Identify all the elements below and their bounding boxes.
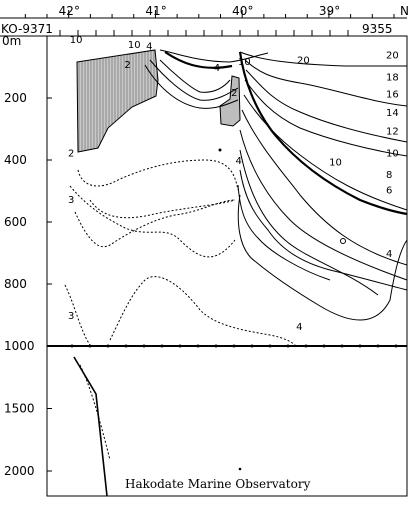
contour-label: 2 (231, 88, 237, 99)
sample-dot (178, 344, 182, 348)
contour-line-dotted (89, 199, 236, 219)
contour-label: 4 (146, 41, 152, 52)
contour-label: 4 (386, 249, 392, 260)
contour-line (149, 59, 239, 101)
sample-dot (286, 344, 290, 348)
contour-label: 16 (386, 89, 399, 100)
sample-dot (214, 344, 218, 348)
contour-label: 4 (214, 63, 220, 74)
sample-dot (142, 344, 146, 348)
contour-line-dotted (74, 199, 236, 248)
sample-dot (106, 344, 110, 348)
contour-line (239, 169, 408, 291)
station-label-right: 9355 (362, 22, 393, 36)
y-axis-label: 800 (4, 277, 27, 291)
contour-line-bold (164, 51, 233, 69)
sample-dot (394, 344, 398, 348)
top-axis-label: N (400, 4, 409, 18)
contour-label: 20 (386, 51, 399, 62)
contour-label: 6 (386, 185, 392, 196)
contour-line (159, 49, 269, 63)
sample-dot (322, 344, 326, 348)
sample-dot (358, 344, 362, 348)
contour-label: 10 (238, 57, 251, 68)
top-axis-label: 40° (232, 4, 253, 18)
plot-frame (46, 35, 408, 497)
credit-text: Hakodate Marine Observatory (125, 477, 311, 491)
y-axis-label: 600 (4, 215, 27, 229)
sample-dot (232, 344, 236, 348)
station-label-left: KO-9371 (1, 22, 53, 36)
contour-label: 10 (329, 158, 342, 169)
axes: 42° 41° 40° 39° N KO-9371 9355 0m 200 400 600 800 10… (0, 4, 409, 478)
contour-label: 10 (128, 40, 141, 51)
contour-label: 20 (297, 55, 310, 66)
shaded-area-center (219, 75, 241, 127)
contour-label: 8 (386, 170, 392, 181)
contour-label: 2 (124, 60, 130, 71)
sample-dot (340, 344, 344, 348)
y-axis-label: 1000 (4, 339, 35, 353)
sample-dot (250, 344, 254, 348)
y-axis-label: 400 (4, 153, 27, 167)
top-axis-label: 42° (59, 4, 80, 18)
contour-line (244, 79, 408, 157)
contour-label: 4 (235, 156, 241, 167)
contour-line (237, 194, 408, 321)
sample-dot (304, 344, 308, 348)
contour-line-dotted (109, 276, 297, 347)
contour-label: 18 (386, 72, 399, 83)
contour-label: 10 (70, 35, 83, 46)
contour-line (244, 59, 408, 107)
contour-lines (64, 49, 408, 497)
contour-line (159, 59, 231, 93)
contour-line (237, 184, 331, 281)
lower-panel-frame (46, 345, 408, 497)
y-axis-label: 1500 (4, 402, 35, 416)
contour-label: 2 (68, 148, 74, 159)
top-axis-label: 41° (145, 4, 166, 18)
sample-dot (88, 344, 92, 348)
contour-line-bold (238, 51, 408, 216)
contour-line-dotted (69, 185, 236, 258)
marker-dot (238, 467, 242, 471)
contour-line (239, 129, 408, 281)
contour-line (241, 109, 408, 266)
sample-dot (376, 344, 380, 348)
contour-label: 10 (386, 148, 399, 159)
contour-line (144, 64, 239, 109)
sample-dot (268, 344, 272, 348)
shaded-area-north (76, 49, 159, 153)
contour-line (245, 69, 408, 143)
contour-label: 12 (386, 127, 399, 138)
contour-line-dotted (79, 364, 111, 461)
bottom-profile-line (73, 356, 108, 497)
top-axis-label: 39° (319, 4, 340, 18)
contour-labels: 20 18 16 14 12 10 8 6 4 10 10 4 2 4 10 20 2 10 2 3 4 4 3 (68, 35, 399, 333)
sample-dot (70, 344, 74, 348)
sample-dot (124, 344, 128, 348)
sample-dot (196, 344, 200, 348)
contour-label: 4 (296, 322, 302, 333)
contour-loop (218, 148, 222, 152)
contour-label: 14 (386, 108, 399, 119)
contour-label: 3 (68, 311, 74, 322)
sample-dot (160, 344, 164, 348)
shaded-areas (76, 49, 241, 153)
contour-label: 3 (68, 195, 74, 206)
contour-line (243, 94, 408, 211)
y-axis-label: 2000 (4, 464, 35, 478)
contour-loop (340, 238, 346, 244)
contour-line (239, 149, 379, 296)
y-axis-label: 200 (4, 91, 27, 105)
y-axis-unit: 0m (2, 34, 21, 48)
contour-line-dotted (77, 159, 239, 191)
contour-line (239, 51, 407, 67)
